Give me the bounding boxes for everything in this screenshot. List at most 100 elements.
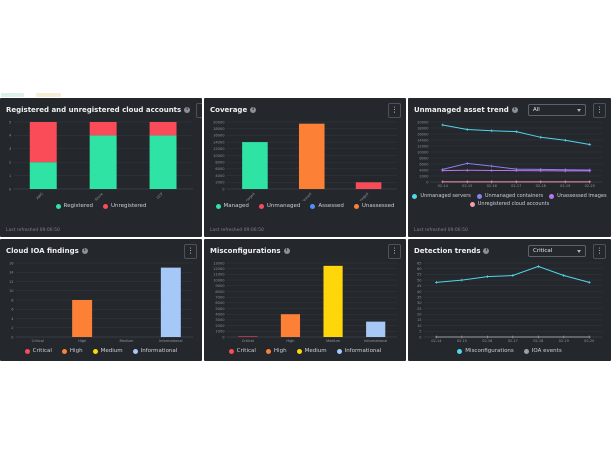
svg-text:Critical: Critical — [32, 339, 44, 343]
legend-item-unmanaged-servers[interactable]: Unmanaged servers — [412, 193, 471, 199]
bar-chart: 0 1000 2000 3000 4000 5000 6000 7000 8000 9000 100… — [210, 260, 401, 346]
info-icon[interactable]: i — [283, 248, 290, 254]
svg-text:10: 10 — [417, 324, 422, 328]
svg-text:10: 10 — [9, 289, 14, 293]
legend-item-high[interactable]: High — [61, 348, 83, 354]
kebab-menu-icon[interactable]: ⋮ — [388, 102, 401, 118]
legend-item-critical[interactable]: Critical — [24, 348, 52, 354]
legend-label: Unmanaged — [266, 203, 301, 209]
svg-text:7000: 7000 — [215, 295, 225, 299]
svg-text:50: 50 — [417, 278, 422, 282]
svg-text:30: 30 — [417, 301, 422, 305]
severity-dropdown[interactable]: Critical — [528, 245, 586, 257]
unregistered-swatch — [102, 203, 108, 209]
cropped-artifact-orange — [36, 93, 61, 97]
panel-registered-unregistered-cloud-accounts: Registered and unregistered cloud accoun… — [0, 98, 202, 237]
legend-label: High — [69, 348, 83, 354]
panel-header: Unmanaged asset trend i All ⋮ — [408, 98, 611, 118]
unmanaged-swatch — [258, 203, 264, 209]
medium-swatch — [296, 348, 302, 354]
svg-text:0: 0 — [426, 180, 429, 184]
svg-text:AWS: AWS — [36, 191, 45, 200]
svg-text:8000: 8000 — [215, 161, 225, 165]
misconfigurations-swatch — [457, 348, 463, 354]
legend-item-unmanaged[interactable]: Unmanaged — [258, 203, 301, 209]
svg-text:10000: 10000 — [213, 278, 225, 282]
unmanaged-servers-swatch — [412, 193, 418, 199]
legend-item-registered[interactable]: Registered — [55, 203, 93, 209]
legend-item-misconfigurations[interactable]: Misconfigurations — [457, 348, 514, 354]
panel-title: Registered and unregistered cloud accoun… — [6, 106, 182, 114]
managed-swatch — [215, 203, 221, 209]
svg-text:0: 0 — [419, 335, 422, 339]
dropdown-value: Critical — [533, 248, 553, 254]
kebab-menu-icon[interactable]: ⋮ — [388, 243, 401, 259]
registered-swatch — [55, 203, 61, 209]
chevron-down-icon — [577, 108, 581, 112]
svg-text:02-17: 02-17 — [508, 339, 518, 343]
svg-text:16000: 16000 — [213, 134, 225, 138]
svg-text:65: 65 — [417, 261, 422, 265]
legend-item-informational[interactable]: Informational — [132, 348, 177, 354]
info-icon[interactable]: i — [483, 248, 490, 254]
svg-text:6: 6 — [11, 308, 14, 312]
info-icon[interactable]: i — [184, 107, 191, 113]
svg-text:Managed: Managed — [241, 192, 255, 201]
legend-item-high[interactable]: High — [265, 348, 287, 354]
dashboard-grid: Registered and unregistered cloud accoun… — [0, 98, 611, 361]
legend-label: Registered — [63, 203, 93, 209]
legend-item-critical[interactable]: Critical — [228, 348, 256, 354]
kebab-menu-icon[interactable]: ⋮ — [593, 243, 606, 259]
legend-item-unassessed-images[interactable]: Unassessed images — [549, 193, 607, 199]
chart-legend: Misconfigurations IOA events — [408, 346, 611, 354]
legend-item-informational[interactable]: Informational — [336, 348, 381, 354]
last-refreshed-label: Last refreshed 09:06:50 — [210, 228, 264, 233]
informational-swatch — [132, 348, 138, 354]
legend-label: High — [273, 348, 287, 354]
informational-swatch — [336, 348, 342, 354]
info-icon[interactable]: i — [81, 248, 88, 254]
asset-type-dropdown[interactable]: All — [528, 104, 586, 116]
high-swatch — [61, 348, 67, 354]
legend-item-unregistered[interactable]: Unregistered — [102, 203, 146, 209]
svg-text:GCP: GCP — [156, 192, 164, 200]
panel-title: Detection trends — [414, 247, 481, 255]
unregistered-cloud-accounts-swatch — [469, 201, 475, 207]
chart-legend: Critical High Medium Informational — [0, 346, 202, 354]
svg-text:02-14: 02-14 — [431, 339, 442, 343]
panel-header: Misconfigurations i ⋮ — [204, 239, 406, 259]
kebab-menu-icon[interactable]: ⋮ — [593, 102, 606, 118]
kebab-menu-icon[interactable]: ⋮ — [184, 243, 197, 259]
panel-detection-trends: Detection trends i Critical ⋮ 0 5 10 15 20 25… — [408, 239, 611, 361]
legend-item-medium[interactable]: Medium — [296, 348, 327, 354]
info-icon[interactable]: i — [511, 107, 518, 113]
svg-text:11000: 11000 — [213, 273, 225, 277]
legend-item-medium[interactable]: Medium — [92, 348, 123, 354]
svg-text:5: 5 — [9, 120, 11, 124]
svg-text:4: 4 — [11, 317, 14, 321]
legend-label: Critical — [32, 348, 52, 354]
svg-text:10000: 10000 — [417, 150, 429, 154]
kebab-menu-icon[interactable]: ⋮ — [196, 102, 202, 118]
legend-item-unmanaged-containers[interactable]: Unmanaged containers — [476, 193, 543, 199]
legend-item-managed[interactable]: Managed — [215, 203, 249, 209]
unassessed-swatch — [353, 203, 359, 209]
chevron-down-icon — [577, 249, 581, 253]
svg-text:45: 45 — [417, 284, 422, 288]
svg-text:18000: 18000 — [213, 127, 225, 131]
svg-text:0: 0 — [9, 187, 12, 191]
svg-text:15: 15 — [417, 318, 422, 322]
panel-unmanaged-asset-trend: Unmanaged asset trend i All ⋮ 0 2000 4000 6… — [408, 98, 611, 237]
svg-text:02-17: 02-17 — [511, 184, 521, 188]
svg-text:20000: 20000 — [213, 120, 225, 124]
svg-text:1: 1 — [9, 174, 11, 178]
svg-text:0: 0 — [222, 335, 225, 339]
svg-text:02-15: 02-15 — [457, 339, 467, 343]
svg-text:Informational: Informational — [159, 339, 182, 343]
svg-text:02-19: 02-19 — [560, 184, 570, 188]
legend-item-ioa-events[interactable]: IOA events — [523, 348, 562, 354]
legend-item-unassessed[interactable]: Unassessed — [353, 203, 394, 209]
legend-item-unregistered-cloud-accounts[interactable]: Unregistered cloud accounts — [469, 201, 549, 207]
info-icon[interactable]: i — [250, 107, 257, 113]
legend-item-assessed[interactable]: Assessed — [310, 203, 344, 209]
